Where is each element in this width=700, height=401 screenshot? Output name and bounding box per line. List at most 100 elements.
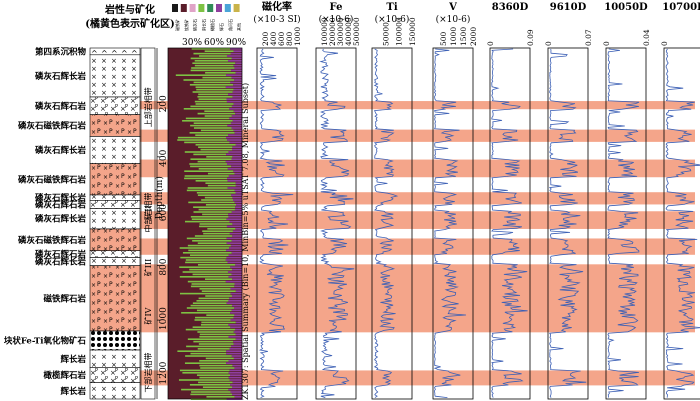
legend-mineral-label: 角闪石: [227, 19, 233, 31]
pyroxene-bar: [232, 148, 242, 151]
lithology-unit: [89, 96, 141, 115]
plagioclase-bar: [191, 283, 235, 285]
pyroxene-bar: [230, 244, 242, 247]
panel-: 磁化率(×10-3 SI) 200 400 600 800 1000: [253, 0, 302, 400]
panel-tick-label: 1000: [449, 27, 458, 46]
pyroxene-bar: [226, 249, 242, 252]
pyroxene-bar: [235, 321, 242, 324]
plagioclase-bar: [196, 192, 236, 194]
lithology-subtitle: (橘黄色表示矿化区): [85, 17, 174, 30]
pyroxene-bar: [231, 211, 242, 213]
plagioclase-bar: [183, 79, 235, 81]
pyroxene-bar: [231, 76, 242, 79]
plagioclase-bar: [192, 240, 232, 242]
plagioclase-bar: [193, 153, 227, 156]
lithology-unit: [89, 47, 141, 56]
plagioclase-bar: [177, 350, 227, 352]
plagioclase-bar: [193, 122, 231, 124]
legend-swatch: [233, 4, 240, 12]
plagioclase-bar: [206, 396, 235, 398]
pyroxene-bar: [228, 216, 242, 218]
panel-tick-label: 2000: [469, 27, 478, 46]
plagioclase-bar: [207, 228, 236, 230]
pyroxene-bar: [227, 60, 242, 62]
pyroxene-bar: [232, 196, 242, 199]
pyroxene-bar: [231, 273, 242, 276]
pyroxene-bar: [234, 201, 242, 204]
plagioclase-bar: [198, 381, 233, 384]
pyroxene-bar: [228, 372, 242, 374]
plagioclase-bar: [193, 81, 231, 84]
pyroxene-bar: [235, 264, 242, 266]
panel-title: 9610D: [550, 2, 587, 13]
plagioclase-bar: [198, 343, 234, 345]
pyroxene-bar: [232, 91, 242, 93]
pyroxene-bar: [231, 69, 242, 72]
pyroxene-bar: [229, 220, 242, 223]
legend-mineral-label: 斜长石: [200, 19, 206, 31]
plagioclase-bar: [200, 324, 229, 326]
pyroxene-bar: [233, 340, 242, 343]
plagioclase-bar: [191, 218, 227, 220]
plagioclase-bar: [194, 64, 234, 67]
lithology-unit: [89, 265, 141, 332]
pyroxene-bar: [229, 117, 242, 120]
plagioclase-bar: [206, 156, 233, 158]
pyroxene-bar: [233, 64, 242, 67]
pyroxene-bar: [231, 309, 242, 312]
panel-trace: [665, 48, 700, 398]
lithology-unit: [89, 330, 141, 351]
lithology-label: 磁铁辉石岩: [43, 293, 86, 304]
pyroxene-bar: [228, 175, 242, 177]
plagioclase-bar: [196, 300, 229, 302]
pyroxene-bar: [230, 288, 242, 290]
pyroxene-bar: [231, 57, 242, 60]
pyroxene-bar: [232, 120, 242, 122]
pyroxene-bar: [227, 139, 242, 141]
plagioclase-bar: [202, 76, 232, 79]
pyroxene-bar: [234, 367, 242, 369]
plagioclase-bar: [190, 254, 229, 256]
plagioclase-bar: [185, 259, 226, 261]
plagioclase-bar: [201, 290, 236, 292]
plagioclase-bar: [190, 124, 228, 127]
plagioclase-bar: [199, 376, 229, 379]
legend-swatch: [180, 4, 187, 12]
plagioclase-bar: [198, 208, 235, 211]
plagioclase-bar: [197, 112, 236, 115]
zone-label: 上部岩相带: [143, 87, 153, 127]
lithology-label: 磷灰石辉长岩: [35, 145, 87, 156]
panel-tick-label: 0.04: [642, 29, 651, 46]
lithology-label: 磷灰石辉石岩: [35, 101, 87, 112]
plagioclase-bar: [202, 213, 229, 216]
geochem-panels: 磁化率(×10-3 SI)200 400 600 800 1000Fe(×10-6)10…: [253, 0, 700, 400]
zone-label: 中部岩相带: [143, 193, 153, 233]
panel-title: Ti: [386, 2, 397, 13]
plagioclase-bar: [184, 362, 227, 364]
plagioclase-bar: [193, 206, 236, 208]
legend-percent: 60%: [204, 38, 224, 48]
plagioclase-bar: [175, 74, 227, 76]
pyroxene-bar: [235, 184, 242, 187]
plagioclase-bar: [179, 292, 231, 295]
plagioclase-bar: [190, 158, 232, 160]
plagioclase-bar: [202, 386, 233, 388]
pyroxene-bar: [232, 146, 242, 148]
plagioclase-bar: [201, 321, 236, 324]
plagioclase-bar: [194, 60, 228, 62]
pyroxene-bar: [225, 160, 242, 163]
pyroxene-bar: [232, 393, 242, 396]
plagioclase-bar: [188, 249, 227, 252]
plagioclase-bar: [199, 288, 231, 290]
legend-mineral-label: 钛铁矿: [183, 19, 189, 31]
pyroxene-bar: [229, 108, 242, 110]
plagioclase-bar: [186, 189, 235, 192]
pyroxene-bar: [231, 158, 242, 160]
panel-frame: [256, 47, 298, 400]
panel-title: 磁化率: [262, 0, 292, 13]
plagioclase-bar: [205, 278, 233, 280]
lithology-unit: [89, 54, 141, 98]
pyroxene-bar: [232, 364, 242, 367]
zone-label: 矿IV: [143, 307, 153, 324]
plagioclase-bar: [196, 309, 232, 312]
